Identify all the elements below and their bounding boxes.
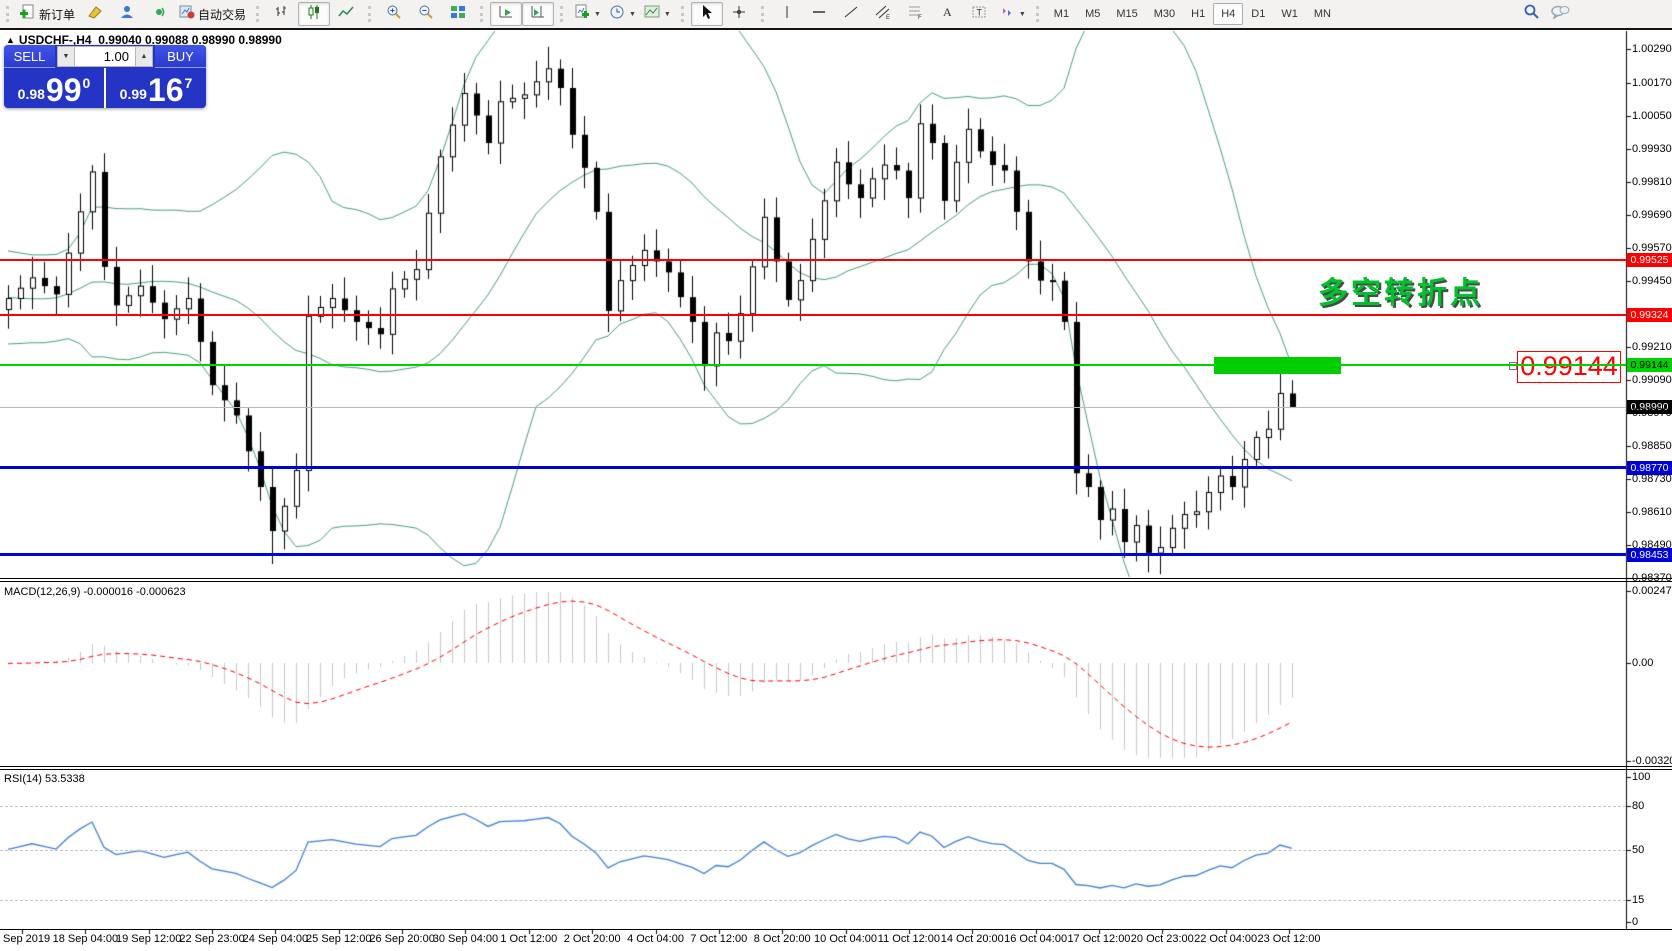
time-axis-label: 10 Oct 04:00 xyxy=(814,933,878,945)
price-axis-tick-label: 1.00290 xyxy=(1632,43,1672,56)
time-axis-label: 6 Sep 2019 xyxy=(0,933,51,945)
time-axis-label: 18 Sep 04:00 xyxy=(52,933,119,945)
time-axis-label: 11 Oct 12:00 xyxy=(877,933,940,945)
price-axis-tick-label: 0.99690 xyxy=(1632,208,1672,221)
ask-price-pips: 16 xyxy=(147,72,184,108)
macd-axis-zero-label: 0.00 xyxy=(1632,657,1654,669)
time-axis-label: 19 Sep 12:00 xyxy=(115,933,182,945)
volume-increase-button[interactable]: ▲ xyxy=(135,46,153,67)
pane-separator[interactable] xyxy=(0,581,1672,582)
rsi-level-line-15 xyxy=(0,900,1626,902)
pane-separator[interactable] xyxy=(0,766,1672,767)
chart-title: ▲ USDCHF-,H4 0.99040 0.99088 0.98990 0.98… xyxy=(6,33,282,47)
rsi-level-line-50 xyxy=(0,849,1626,851)
rsi-level-line-80 xyxy=(0,806,1626,807)
price-badge-0.99144: 0.99144 xyxy=(1627,357,1672,372)
volume-stepper: ▼ 1.00 ▲ xyxy=(55,45,155,68)
bull-bear-turning-point-annotation[interactable]: 多空转折点 xyxy=(1318,277,1483,310)
macd-indicator-label: MACD(12,26,9) -0.000016 -0.000623 xyxy=(4,586,186,598)
horizontal-line-0.99525[interactable] xyxy=(0,259,1626,261)
price-axis-tick-label: 0.98370 xyxy=(1632,571,1672,584)
rsi-axis-tick-label: 50 xyxy=(1632,843,1645,856)
horizontal-line-0.98453[interactable] xyxy=(0,553,1626,557)
rsi-axis-tick-label: 100 xyxy=(1632,771,1651,783)
price-badge-0.99324: 0.99324 xyxy=(1627,308,1672,323)
ask-price-point: 7 xyxy=(184,75,193,91)
time-axis-label: 2 Oct 20:00 xyxy=(563,933,621,945)
time-axis-label: 22 Oct 04:00 xyxy=(1194,933,1258,945)
bid-price-pips: 99 xyxy=(45,72,82,108)
ask-price-prefix: 0.99 xyxy=(119,86,147,102)
price-axis-tick-label: 1.00170 xyxy=(1632,76,1672,89)
time-axis-label: 8 Oct 20:00 xyxy=(753,933,811,945)
bid-price-point: 0 xyxy=(82,75,91,91)
price-callout-anchor[interactable] xyxy=(1509,362,1517,370)
macd-axis-min-label: -0.003208 xyxy=(1632,755,1672,767)
bid-price[interactable]: 0.98 99 0 xyxy=(4,68,106,108)
time-axis-label: 14 Oct 20:00 xyxy=(940,933,1004,945)
time-axis-label: 7 Oct 12:00 xyxy=(690,933,748,945)
ohlc-values: 0.99040 0.99088 0.98990 0.98990 xyxy=(98,33,282,47)
volume-decrease-button[interactable]: ▼ xyxy=(57,46,75,67)
pane-separator[interactable] xyxy=(0,769,1672,770)
symbol-period-label: USDCHF-,H4 xyxy=(18,33,92,47)
price-axis-tick-label: 0.99810 xyxy=(1632,175,1672,188)
time-axis-label: 4 Oct 04:00 xyxy=(627,933,684,945)
volume-input[interactable]: 1.00 xyxy=(75,46,135,67)
price-badge-0.99525: 0.99525 xyxy=(1627,253,1672,267)
ask-price[interactable]: 0.99 16 7 xyxy=(106,68,206,108)
price-axis-tick-label: 0.99090 xyxy=(1632,373,1672,386)
buy-button[interactable]: BUY xyxy=(155,45,206,68)
rsi-axis-tick-label: 0 xyxy=(1632,916,1639,928)
price-badge-0.98770: 0.98770 xyxy=(1627,460,1672,475)
horizontal-line-0.98770[interactable] xyxy=(0,466,1626,470)
sell-button[interactable]: SELL xyxy=(4,45,55,68)
rsi-indicator-label: RSI(14) 53.5338 xyxy=(4,773,85,785)
one-click-trading-panel: SELL ▼ 1.00 ▲ BUY 0.98 99 0 0.99 16 7 xyxy=(4,45,206,108)
horizontal-line-0.99144[interactable] xyxy=(0,363,1626,366)
price-axis-tick-label: 0.98850 xyxy=(1632,439,1672,452)
time-axis-label: 22 Sep 23:00 xyxy=(179,933,245,945)
time-axis-label: 30 Sep 04:00 xyxy=(432,933,499,945)
macd-axis-max-label: 0.002478 xyxy=(1632,585,1672,597)
horizontal-line-0.99324[interactable] xyxy=(0,314,1626,317)
time-axis-label: 20 Oct 23:00 xyxy=(1130,933,1194,945)
time-axis-label: 23 Oct 12:00 xyxy=(1257,933,1321,945)
price-badge-0.98453: 0.98453 xyxy=(1627,547,1672,562)
price-axis-tick-label: 0.98970 xyxy=(1632,406,1672,419)
rsi-axis-tick-label: 80 xyxy=(1632,800,1645,812)
bid-price-prefix: 0.98 xyxy=(17,86,45,102)
price-callout-label[interactable]: 0.99144 xyxy=(1517,351,1621,383)
quote-panel-collapse-icon[interactable]: ▲ xyxy=(6,35,15,45)
time-axis-label: 17 Oct 12:00 xyxy=(1067,933,1131,945)
price-axis-tick-label: 0.99450 xyxy=(1632,274,1672,287)
price-axis-tick-label: 0.99210 xyxy=(1632,340,1672,353)
price-axis-tick-label: 1.00050 xyxy=(1632,109,1672,122)
time-axis-label: 1 Oct 12:00 xyxy=(500,933,558,945)
price-axis-tick-label: 0.98490 xyxy=(1632,538,1672,551)
price-axis-tick-label: 0.99570 xyxy=(1632,241,1672,254)
time-axis-label: 16 Oct 04:00 xyxy=(1004,933,1068,945)
current-price-badge: 0.98990 xyxy=(1627,400,1672,415)
rsi-axis-tick-label: 15 xyxy=(1632,894,1645,907)
time-axis-border xyxy=(0,929,1672,930)
pane-separator[interactable] xyxy=(0,578,1672,579)
price-axis-tick-label: 0.99930 xyxy=(1632,142,1672,155)
time-axis-label: 25 Sep 12:00 xyxy=(306,933,372,945)
price-axis-tick-label: 0.98610 xyxy=(1632,505,1672,518)
price-axis-tick-label: 0.98730 xyxy=(1632,472,1672,485)
time-axis-label: 24 Sep 04:00 xyxy=(242,933,309,945)
current-price-line xyxy=(0,407,1626,409)
time-axis-label: 26 Sep 20:00 xyxy=(369,933,435,945)
